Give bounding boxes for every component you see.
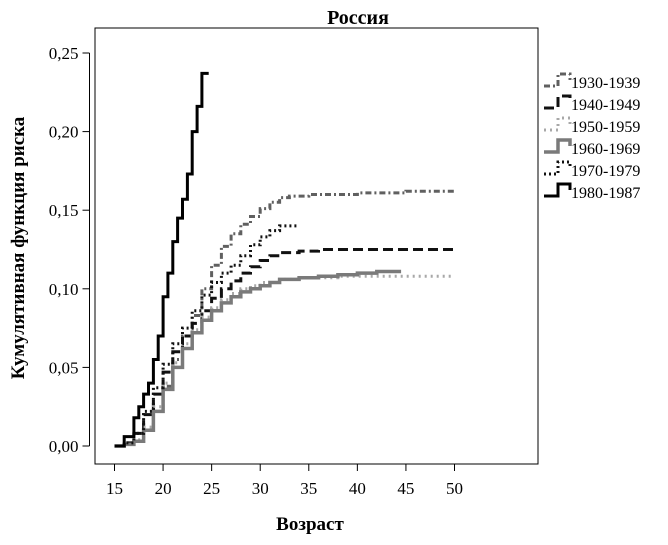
y-tick-label: 0,15 bbox=[49, 201, 79, 220]
series-layer bbox=[114, 71, 456, 448]
y-tick-label: 0,20 bbox=[49, 123, 79, 142]
x-tick-label: 20 bbox=[155, 479, 172, 498]
legend-label: 1950-1959 bbox=[571, 119, 640, 136]
y-tick-label: 0,05 bbox=[49, 358, 79, 377]
legend-label: 1960-1969 bbox=[571, 141, 640, 158]
series-line-1930-1939 bbox=[114, 189, 456, 448]
x-tick-label: 15 bbox=[106, 479, 123, 498]
legend-label: 1940-1949 bbox=[571, 97, 640, 114]
legend-swatch bbox=[544, 116, 572, 132]
legend-label: 1970-1979 bbox=[571, 163, 640, 180]
legend: 1930-1939 1940-1949 1950-1959 1960-1969 1970… bbox=[544, 72, 640, 202]
chart-title: Россия bbox=[327, 7, 389, 29]
legend-swatch bbox=[544, 72, 572, 88]
series-line-1980-1987 bbox=[114, 71, 209, 448]
x-tick-label: 45 bbox=[397, 479, 414, 498]
legend-label: 1930-1939 bbox=[571, 75, 640, 92]
y-axis: 0,00 0,05 0,10 0,15 0,20 0,25 bbox=[49, 44, 90, 456]
x-axis-label: Возраст bbox=[276, 514, 344, 535]
legend-swatch bbox=[544, 160, 572, 176]
series-line-1960-1969 bbox=[114, 269, 402, 448]
legend-swatch bbox=[544, 94, 572, 110]
y-axis-label: Кумулятивная функция риска bbox=[8, 116, 29, 379]
x-tick-label: 35 bbox=[300, 479, 317, 498]
x-tick-label: 30 bbox=[252, 479, 269, 498]
y-tick-label: 0,00 bbox=[49, 437, 79, 456]
series-line-1950-1959 bbox=[114, 274, 455, 448]
x-tick-label: 50 bbox=[446, 479, 463, 498]
y-tick-label: 0,10 bbox=[49, 280, 79, 299]
y-tick-label: 0,25 bbox=[49, 44, 79, 63]
legend-label: 1980-1987 bbox=[571, 185, 640, 202]
series-line-1970-1979 bbox=[114, 224, 300, 448]
x-tick-label: 40 bbox=[349, 479, 366, 498]
x-axis: 15 20 25 30 35 40 45 50 bbox=[106, 463, 463, 498]
legend-swatch bbox=[544, 182, 572, 198]
x-tick-label: 25 bbox=[203, 479, 220, 498]
legend-swatch bbox=[544, 138, 572, 154]
